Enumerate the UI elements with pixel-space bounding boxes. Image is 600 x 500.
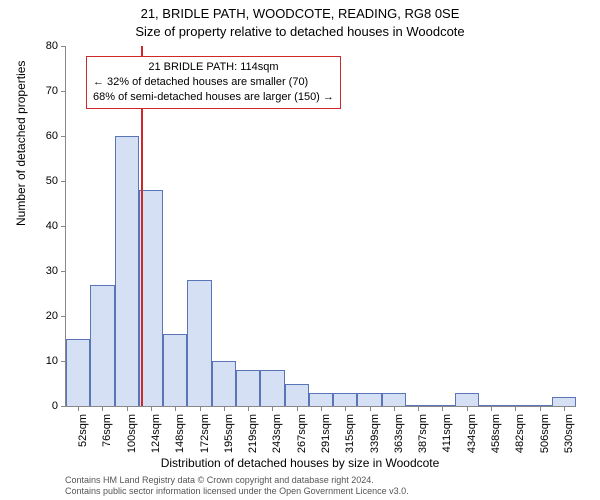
bar bbox=[333, 393, 357, 407]
xtick-label: 339sqm bbox=[369, 414, 381, 458]
xtick-mark bbox=[564, 406, 565, 411]
xtick-label: 195sqm bbox=[223, 414, 235, 458]
footer-line1: Contains HM Land Registry data © Crown c… bbox=[65, 475, 575, 486]
xtick-mark bbox=[224, 406, 225, 411]
xtick-label: 506sqm bbox=[539, 414, 551, 458]
ytick-label: 60 bbox=[0, 130, 58, 142]
xtick-mark bbox=[467, 406, 468, 411]
ytick-mark bbox=[61, 136, 66, 137]
xtick-mark bbox=[394, 406, 395, 411]
xtick-label: 100sqm bbox=[126, 414, 138, 458]
xtick-mark bbox=[78, 406, 79, 411]
xtick-mark bbox=[200, 406, 201, 411]
xtick-mark bbox=[151, 406, 152, 411]
xtick-mark bbox=[418, 406, 419, 411]
bar bbox=[285, 384, 309, 407]
xtick-mark bbox=[491, 406, 492, 411]
ytick-mark bbox=[61, 46, 66, 47]
xtick-label: 411sqm bbox=[441, 414, 453, 458]
bar bbox=[115, 136, 139, 406]
xtick-mark bbox=[321, 406, 322, 411]
xtick-label: 124sqm bbox=[150, 414, 162, 458]
bar bbox=[357, 393, 381, 407]
xtick-label: 219sqm bbox=[247, 414, 259, 458]
xtick-label: 315sqm bbox=[344, 414, 356, 458]
xtick-mark bbox=[540, 406, 541, 411]
chart-container: 21, BRIDLE PATH, WOODCOTE, READING, RG8 … bbox=[0, 0, 600, 500]
xtick-label: 434sqm bbox=[466, 414, 478, 458]
xtick-mark bbox=[345, 406, 346, 411]
xtick-mark bbox=[515, 406, 516, 411]
xtick-label: 387sqm bbox=[417, 414, 429, 458]
xtick-label: 243sqm bbox=[271, 414, 283, 458]
xtick-label: 267sqm bbox=[296, 414, 308, 458]
bar bbox=[163, 334, 187, 406]
ytick-label: 80 bbox=[0, 40, 58, 52]
attribution-text: Contains HM Land Registry data © Crown c… bbox=[65, 475, 575, 497]
xtick-mark bbox=[127, 406, 128, 411]
bar bbox=[66, 339, 90, 407]
info-box-line2: ← 32% of detached houses are smaller (70… bbox=[93, 75, 334, 90]
footer-line2: Contains public sector information licen… bbox=[65, 486, 575, 497]
ytick-label: 70 bbox=[0, 85, 58, 97]
ytick-label: 50 bbox=[0, 175, 58, 187]
info-box-line3: 68% of semi-detached houses are larger (… bbox=[93, 90, 334, 105]
xtick-mark bbox=[272, 406, 273, 411]
xtick-label: 482sqm bbox=[514, 414, 526, 458]
ytick-mark bbox=[61, 361, 66, 362]
ytick-label: 40 bbox=[0, 220, 58, 232]
bar bbox=[90, 285, 114, 407]
ytick-label: 30 bbox=[0, 265, 58, 277]
xtick-mark bbox=[297, 406, 298, 411]
xtick-label: 363sqm bbox=[393, 414, 405, 458]
ytick-mark bbox=[61, 271, 66, 272]
xtick-mark bbox=[102, 406, 103, 411]
chart-title-line2: Size of property relative to detached ho… bbox=[0, 24, 600, 39]
ytick-label: 0 bbox=[0, 400, 58, 412]
ytick-mark bbox=[61, 181, 66, 182]
xtick-label: 52sqm bbox=[77, 414, 89, 458]
info-box: 21 BRIDLE PATH: 114sqm← 32% of detached … bbox=[86, 56, 341, 109]
ytick-mark bbox=[61, 226, 66, 227]
xtick-mark bbox=[370, 406, 371, 411]
xtick-mark bbox=[442, 406, 443, 411]
ytick-label: 20 bbox=[0, 310, 58, 322]
ytick-mark bbox=[61, 91, 66, 92]
info-box-line1: 21 BRIDLE PATH: 114sqm bbox=[93, 60, 334, 75]
bar bbox=[455, 393, 479, 407]
bar bbox=[260, 370, 284, 406]
xtick-label: 76sqm bbox=[101, 414, 113, 458]
xtick-label: 291sqm bbox=[320, 414, 332, 458]
chart-title-line1: 21, BRIDLE PATH, WOODCOTE, READING, RG8 … bbox=[0, 6, 600, 21]
xtick-mark bbox=[248, 406, 249, 411]
bar bbox=[382, 393, 406, 407]
bar bbox=[212, 361, 236, 406]
xtick-mark bbox=[175, 406, 176, 411]
xtick-label: 458sqm bbox=[490, 414, 502, 458]
x-axis-label: Distribution of detached houses by size … bbox=[0, 456, 600, 470]
ytick-mark bbox=[61, 316, 66, 317]
ytick-mark bbox=[61, 406, 66, 407]
bar bbox=[187, 280, 211, 406]
ytick-label: 10 bbox=[0, 355, 58, 367]
xtick-label: 530sqm bbox=[563, 414, 575, 458]
plot-area: 21 BRIDLE PATH: 114sqm← 32% of detached … bbox=[65, 46, 576, 407]
bar bbox=[309, 393, 333, 407]
xtick-label: 148sqm bbox=[174, 414, 186, 458]
bar bbox=[552, 397, 576, 406]
bar bbox=[236, 370, 260, 406]
xtick-label: 172sqm bbox=[199, 414, 211, 458]
